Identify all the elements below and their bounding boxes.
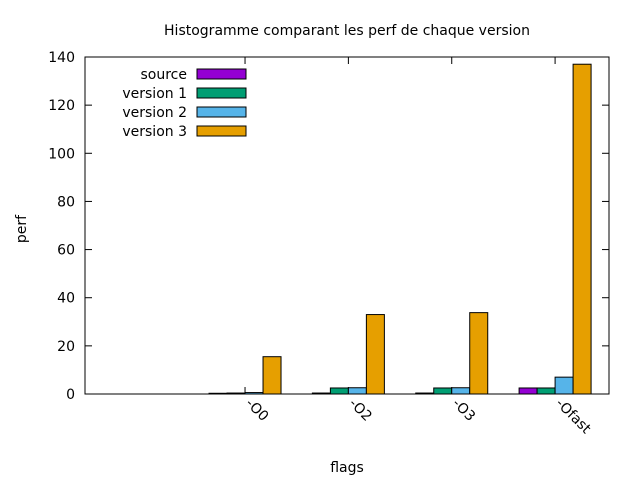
plot-frame (84, 56, 610, 395)
bar-version-3--O0 (262, 356, 282, 395)
x-tick-label: -Ofast (552, 396, 594, 438)
bar-version-2--O3 (451, 387, 471, 395)
bar-version-3--O2 (365, 314, 385, 395)
legend-label: version 1 (122, 86, 187, 102)
legend-label: version 3 (122, 124, 187, 140)
y-axis-ticks: 0 20 40 60 80 100 120 140 (48, 50, 609, 403)
x-tick-label: -O0 (242, 396, 271, 425)
legend-label: source (141, 67, 188, 83)
bar-version-3--Ofast (572, 63, 592, 395)
bar-version-1--O3 (433, 387, 453, 395)
y-tick-label: 80 (57, 194, 75, 210)
y-axis-label: perf (14, 214, 30, 243)
y-tick-label: 40 (57, 291, 75, 307)
x-tick-label: -O3 (449, 396, 478, 425)
y-tick-label: 60 (57, 243, 75, 259)
legend-swatch (196, 125, 247, 137)
y-tick-label: 20 (57, 339, 75, 355)
legend-swatch (196, 106, 247, 118)
y-tick-label: 100 (48, 146, 75, 162)
x-axis-ticks: -O0 -O2 -O3 -Ofast (242, 57, 594, 437)
legend-label: version 2 (122, 105, 187, 121)
bar-version-1--Ofast (536, 387, 556, 395)
legend: source version 1 version 2 version 3 (122, 67, 247, 140)
legend-swatch (196, 68, 247, 80)
y-tick-label: 120 (48, 98, 75, 114)
bar-version-2--Ofast (554, 376, 574, 395)
bar-source--Ofast (518, 387, 538, 395)
bars (208, 63, 592, 395)
x-tick-label: -O2 (346, 396, 375, 425)
bar-version-3--O3 (469, 312, 489, 395)
legend-swatch (196, 87, 247, 99)
bar-version-1--O2 (329, 387, 349, 395)
bar-version-2--O2 (347, 387, 367, 395)
y-tick-label: 0 (66, 387, 75, 403)
y-tick-label: 140 (48, 50, 75, 66)
chart-title: Histogramme comparant les perf de chaque… (164, 23, 530, 39)
x-axis-label: flags (330, 460, 364, 476)
